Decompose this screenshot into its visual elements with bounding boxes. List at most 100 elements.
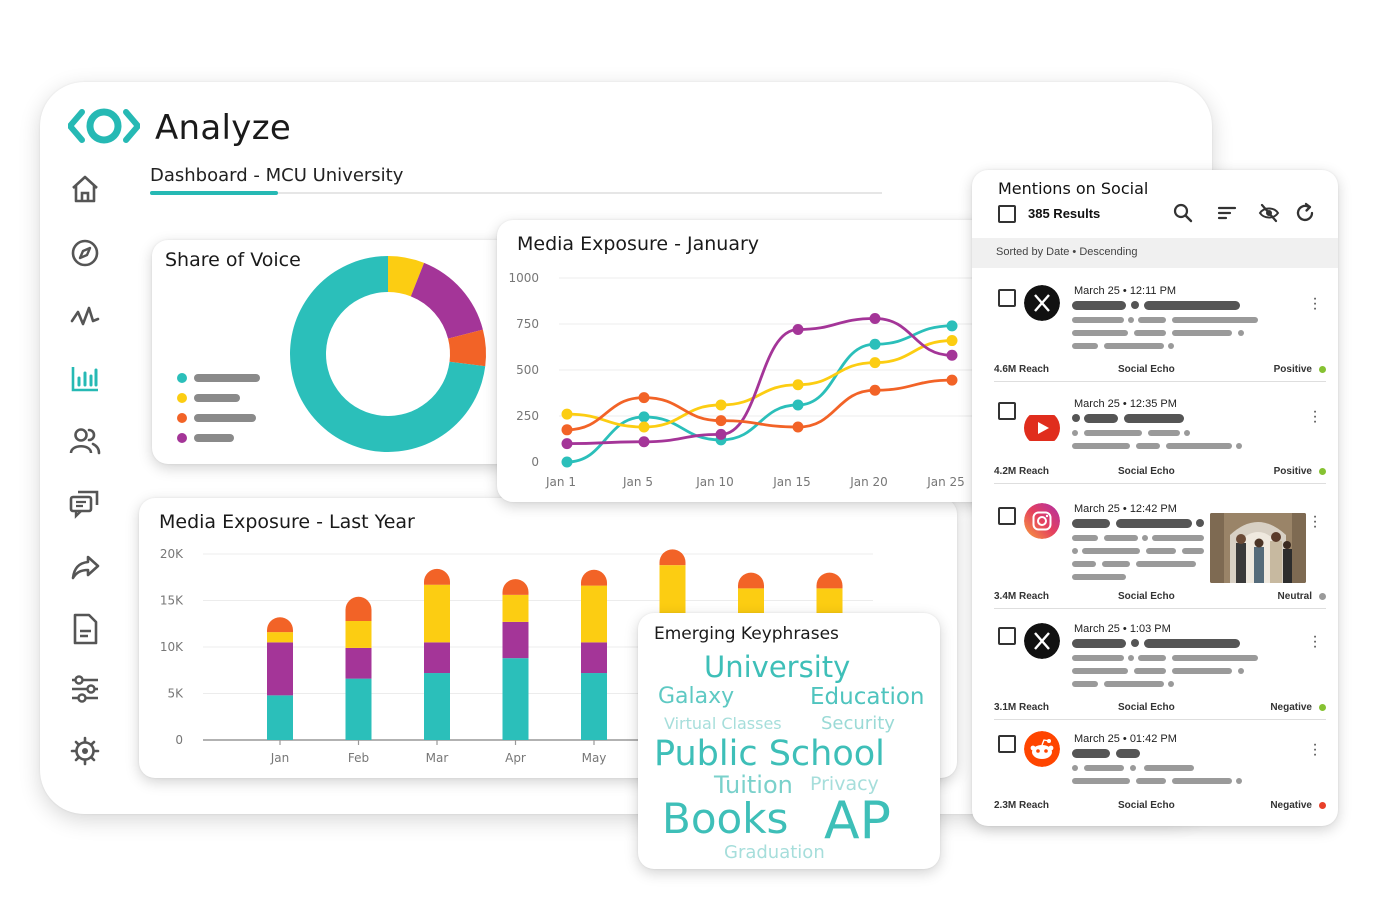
post-checkbox[interactable] bbox=[998, 627, 1016, 645]
data-point bbox=[869, 312, 881, 324]
keyword-tuition[interactable]: Tuition bbox=[714, 771, 793, 799]
y-tick-label: 0 bbox=[531, 455, 539, 469]
youtube-icon bbox=[1024, 415, 1060, 441]
post-checkbox[interactable] bbox=[998, 507, 1016, 525]
data-point bbox=[561, 438, 573, 450]
data-point bbox=[638, 421, 650, 433]
x-tick-label: Jan 10 bbox=[695, 475, 734, 489]
data-point bbox=[638, 436, 650, 448]
select-all-checkbox[interactable] bbox=[998, 205, 1016, 223]
more-icon[interactable]: · · · bbox=[1312, 736, 1318, 763]
refresh-icon[interactable] bbox=[1294, 202, 1316, 224]
keyword-graduation[interactable]: Graduation bbox=[724, 842, 825, 863]
keyword-galaxy[interactable]: Galaxy bbox=[658, 684, 735, 709]
data-point bbox=[869, 357, 881, 369]
bar-segment bbox=[581, 673, 607, 740]
legend-dot bbox=[177, 433, 187, 443]
data-point bbox=[792, 399, 804, 411]
data-point bbox=[946, 349, 958, 361]
post-reach: 3.1M Reach bbox=[994, 702, 1050, 713]
filter-icon[interactable] bbox=[1216, 202, 1238, 224]
bar-segment bbox=[659, 549, 686, 566]
keyword-ap[interactable]: AP bbox=[824, 791, 891, 851]
post-checkbox[interactable] bbox=[998, 735, 1016, 753]
search-icon[interactable] bbox=[1172, 202, 1194, 224]
post-checkbox[interactable] bbox=[998, 402, 1016, 420]
x-tick-label: Mar bbox=[426, 751, 449, 765]
donut-slice bbox=[410, 262, 483, 339]
data-point bbox=[638, 411, 650, 423]
x-tick-label: Jan 15 bbox=[772, 475, 811, 489]
breadcrumb[interactable]: Dashboard - MCU University bbox=[150, 165, 404, 186]
y-tick-label: 5K bbox=[167, 687, 184, 701]
settings-icon[interactable] bbox=[66, 732, 104, 770]
home-icon[interactable] bbox=[66, 170, 104, 208]
x-icon bbox=[1024, 285, 1060, 321]
y-tick-label: 15K bbox=[160, 594, 184, 608]
post-reach: 4.2M Reach bbox=[994, 466, 1050, 477]
series-line bbox=[566, 339, 953, 429]
sentiment-dot bbox=[1319, 704, 1326, 711]
keyword-education[interactable]: Education bbox=[810, 684, 925, 710]
x-tick-label: Jan 1 bbox=[545, 475, 576, 489]
keyword-university[interactable]: University bbox=[704, 650, 851, 684]
keyword-virtual-classes[interactable]: Virtual Classes bbox=[664, 714, 782, 733]
more-icon[interactable]: · · · bbox=[1312, 508, 1318, 535]
bar-segment bbox=[816, 572, 843, 589]
bar-segment bbox=[502, 621, 529, 659]
more-icon[interactable]: · · · bbox=[1312, 403, 1318, 430]
activity-icon[interactable] bbox=[66, 297, 104, 335]
line-chart: 1000 750 500 250 0 Jan 1 Jan 5 Jan 10 Jan 15 Jan … bbox=[508, 271, 1017, 489]
post-photo[interactable] bbox=[1210, 513, 1306, 583]
bar-segment bbox=[267, 617, 293, 633]
keyword-books[interactable]: Books bbox=[662, 794, 789, 843]
legend-dot bbox=[177, 393, 187, 403]
bar-segment bbox=[345, 620, 372, 648]
media-exposure-year-title: Media Exposure - Last Year bbox=[159, 511, 415, 533]
app-title: Analyze bbox=[155, 108, 292, 148]
y-tick-label: 250 bbox=[516, 409, 539, 423]
document-icon[interactable] bbox=[66, 610, 104, 648]
chat-icon[interactable] bbox=[66, 485, 104, 523]
sort-bar[interactable]: Sorted by Date • Descending bbox=[972, 238, 1338, 268]
x-tick-label: Apr bbox=[505, 751, 526, 765]
bar-segment bbox=[424, 568, 450, 585]
y-tick-label: 750 bbox=[516, 317, 539, 331]
more-icon[interactable]: · · · bbox=[1312, 628, 1318, 655]
post-checkbox[interactable] bbox=[998, 289, 1016, 307]
x-tick-label: Jan bbox=[270, 751, 290, 765]
sort-label: Sorted by Date • Descending bbox=[996, 246, 1138, 258]
bar-segment bbox=[424, 673, 450, 740]
media-exposure-jan-title: Media Exposure - January bbox=[517, 233, 760, 255]
post-divider bbox=[994, 719, 1326, 720]
post-sentiment: Positive bbox=[1273, 466, 1312, 477]
more-icon[interactable]: · · · bbox=[1312, 290, 1318, 317]
post-date: March 25 • 12:42 PM bbox=[1074, 503, 1177, 515]
x-tick-label: Jan 25 bbox=[926, 475, 965, 489]
keyword-security[interactable]: Security bbox=[821, 713, 895, 734]
post-date: March 25 • 12:35 PM bbox=[1074, 398, 1177, 410]
users-icon[interactable] bbox=[66, 422, 104, 460]
hide-icon[interactable] bbox=[1258, 202, 1280, 224]
post-source: Social Echo bbox=[1118, 364, 1175, 375]
sentiment-dot bbox=[1319, 802, 1326, 809]
bar-segment bbox=[502, 658, 529, 740]
sentiment-dot bbox=[1319, 593, 1326, 600]
share-icon[interactable] bbox=[66, 548, 104, 586]
bar-segment bbox=[345, 596, 372, 621]
sentiment-dot bbox=[1319, 468, 1326, 475]
share-of-voice-card: Share of Voice bbox=[152, 240, 512, 464]
breadcrumb-active-indicator bbox=[150, 191, 278, 195]
compass-icon[interactable] bbox=[66, 234, 104, 272]
post-date: March 25 • 1:03 PM bbox=[1074, 623, 1171, 635]
keyword-public-school[interactable]: Public School bbox=[654, 734, 885, 774]
data-point bbox=[869, 384, 881, 396]
sliders-icon[interactable] bbox=[66, 670, 104, 708]
data-point bbox=[792, 324, 804, 336]
post-divider bbox=[994, 608, 1326, 609]
data-point bbox=[715, 399, 727, 411]
mentions-title: Mentions on Social bbox=[998, 179, 1149, 198]
bar-chart-icon[interactable] bbox=[66, 359, 104, 397]
post-reach: 2.3M Reach bbox=[994, 800, 1050, 811]
keyword-privacy[interactable]: Privacy bbox=[810, 773, 879, 795]
